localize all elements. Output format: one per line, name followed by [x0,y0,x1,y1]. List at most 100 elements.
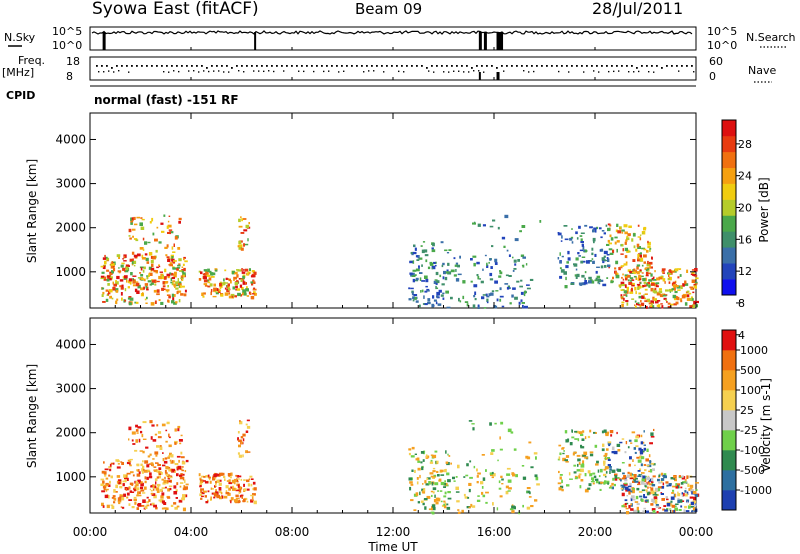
radar-echo-cell [149,488,152,491]
radar-echo-cell [573,471,577,474]
radar-echo-cell [638,275,642,279]
radar-echo-cell [167,488,170,492]
radar-echo-cell [150,490,153,492]
radar-echo-cell [134,256,137,259]
radar-echo-cell [158,275,162,280]
radar-echo-cell [201,495,204,498]
radar-echo-cell [135,301,139,304]
radar-echo-cell [246,488,250,491]
radar-echo-cell [670,277,672,281]
radar-echo-cell [495,290,499,292]
radar-echo-cell [677,289,681,291]
freq-dot [481,65,483,67]
colorbar-segment [722,410,736,431]
radar-echo-cell [558,487,562,491]
radar-echo-cell [446,506,451,510]
radar-echo-cell [636,243,640,248]
radar-echo-cell [512,270,515,272]
radar-echo-cell [535,456,537,460]
radar-echo-cell [513,268,517,270]
radar-echo-cell [243,292,247,296]
radar-echo-cell [674,493,677,498]
radar-echo-cell [202,292,206,295]
radar-echo-cell [508,487,512,490]
radar-echo-cell [638,474,642,477]
radar-echo-cell [244,497,248,501]
radar-echo-cell [137,426,142,429]
radar-echo-cell [490,474,494,477]
radar-echo-cell [108,289,113,293]
nave-dot [473,70,475,72]
radar-echo-cell [208,476,211,479]
radar-echo-cell [120,292,123,296]
radar-echo-cell [168,454,171,458]
radar-echo-cell [425,259,428,263]
radar-echo-cell [219,283,222,287]
radar-echo-cell [204,481,209,484]
radar-echo-cell [149,472,152,476]
radar-echo-cell [112,462,115,465]
radar-echo-cell [684,283,689,286]
radar-echo-cell [668,273,672,275]
radar-echo-cell [655,299,657,302]
radar-echo-cell [176,284,180,286]
radar-echo-cell [534,499,538,502]
colorbar-segment [722,151,736,169]
radar-echo-cell [165,466,169,470]
radar-echo-cell [121,262,125,265]
radar-echo-cell [612,477,615,481]
radar-echo-cell [118,256,120,259]
radar-echo-cell [651,484,656,487]
radar-echo-cell [605,433,609,437]
radar-echo-cell [122,483,125,487]
radar-echo-cell [240,441,243,445]
radar-echo-cell [560,240,563,242]
radar-echo-cell [143,286,145,290]
radar-echo-cell [132,280,136,284]
radar-echo-cell [238,499,241,504]
radar-echo-cell [161,423,166,427]
radar-echo-cell [480,481,484,485]
radar-echo-cell [126,266,129,271]
nave-dot [253,70,255,72]
radar-echo-cell [509,508,514,511]
radar-echo-cell [241,218,243,222]
radar-echo-cell [117,482,121,484]
radar-echo-cell [674,504,677,507]
freq-dot [221,65,223,67]
radar-echo-cell [224,287,227,290]
radar-echo-cell [209,480,212,484]
radar-echo-cell [562,447,565,449]
radar-echo-cell [662,278,666,282]
radar-echo-cell [171,300,175,304]
radar-echo-cell [500,421,504,425]
radar-echo-cell [614,473,618,477]
radar-echo-cell [511,505,516,509]
radar-echo-cell [170,504,174,507]
radar-echo-cell [644,267,647,270]
radar-echo-cell [165,473,169,477]
freq-dot [296,65,298,67]
radar-echo-cell [134,301,137,304]
radar-echo-cell [482,294,487,296]
radar-echo-cell [135,239,139,242]
radar-echo-cell [476,481,479,484]
radar-echo-cell [641,472,645,474]
radar-echo-cell [679,298,683,301]
radar-echo-cell [235,488,238,491]
radar-echo-cell [616,223,619,227]
radar-echo-cell [604,259,609,262]
radar-echo-cell [494,262,498,265]
radar-echo-cell [229,476,232,479]
radar-echo-cell [152,487,155,491]
radar-echo-cell [621,489,624,491]
radar-echo-cell [640,463,643,467]
radar-echo-cell [115,491,118,493]
radar-echo-cell [443,503,446,506]
radar-echo-cell [684,505,687,509]
radar-echo-cell [199,485,201,488]
radar-echo-cell [429,262,434,266]
freq-dot [256,65,258,67]
radar-echo-cell [506,473,511,476]
